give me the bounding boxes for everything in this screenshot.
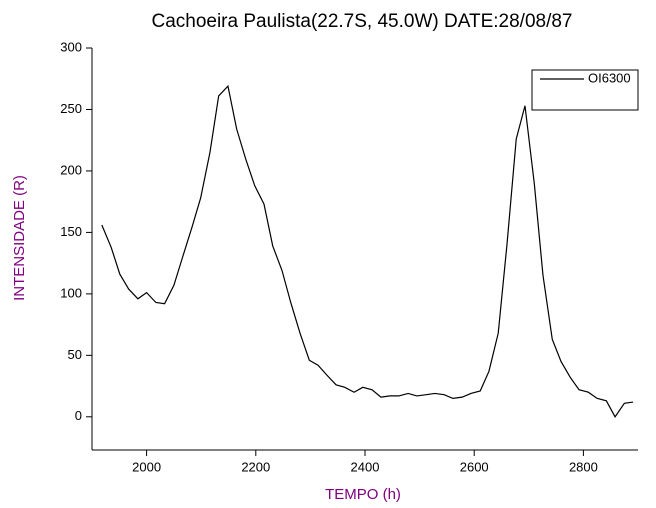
chart-title: Cachoeira Paulista(22.7S, 45.0W) DATE:28… [151, 11, 572, 32]
legend-label: OI6300 [588, 70, 631, 85]
x-tick-label: 2000 [132, 459, 161, 474]
y-tick-label: 200 [60, 162, 82, 177]
y-tick-label: 100 [60, 285, 82, 300]
x-tick-label: 2400 [351, 459, 380, 474]
x-tick-label: 2200 [241, 459, 270, 474]
y-tick-label: 250 [60, 101, 82, 116]
line-series [101, 84, 634, 418]
x-tick-label: 2600 [460, 459, 489, 474]
x-axis-title: TEMPO (h) [325, 486, 401, 503]
y-tick-label: 150 [60, 224, 82, 239]
legend-box [531, 69, 639, 111]
y-tick-label: 50 [68, 347, 82, 362]
y-tick-label: 300 [60, 39, 82, 54]
y-tick-label: 0 [75, 408, 82, 423]
y-axis-title: INTENSIDADE (R) [11, 175, 28, 301]
x-tick-label: 2800 [569, 459, 598, 474]
